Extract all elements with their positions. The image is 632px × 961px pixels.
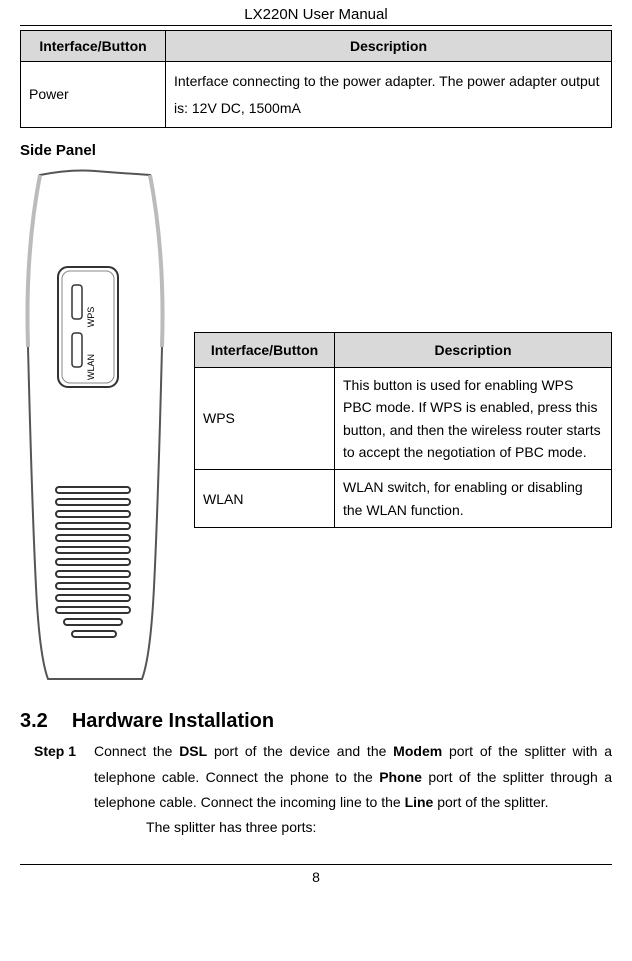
- header-interface: Interface/Button: [195, 332, 335, 367]
- cell-description: WLAN switch, for enabling or disabling t…: [335, 470, 612, 528]
- cell-description: Interface connecting to the power adapte…: [166, 62, 612, 128]
- cell-interface: WLAN: [195, 470, 335, 528]
- device-side-icon: WPS WLAN: [20, 167, 170, 687]
- side-panel-row: WPS WLAN: [20, 167, 612, 692]
- cell-interface: Power: [21, 62, 166, 128]
- step-bold: Modem: [393, 743, 442, 759]
- section-number: 3.2: [20, 710, 48, 732]
- step-text: port of the splitter.: [433, 794, 548, 810]
- section-heading: 3.2 Hardware Installation: [20, 710, 612, 733]
- side-panel-heading: Side Panel: [20, 142, 612, 159]
- cell-description: This button is used for enabling WPS PBC…: [335, 367, 612, 470]
- step-bold: Line: [405, 794, 434, 810]
- page: LX220N User Manual Interface/Button Desc…: [0, 0, 632, 905]
- section-title: Hardware Installation: [72, 710, 274, 732]
- step-bold: Phone: [379, 769, 422, 785]
- step-sub: The splitter has three ports:: [146, 815, 612, 840]
- header-description: Description: [166, 31, 612, 62]
- step-1: Step 1 Connect the DSL port of the devic…: [34, 739, 612, 840]
- step-label: Step 1: [34, 739, 76, 840]
- table-header-row: Interface/Button Description: [195, 332, 612, 367]
- table-row: WPS This button is used for enabling WPS…: [195, 367, 612, 470]
- side-panel-table: Interface/Button Description WPS This bu…: [194, 332, 612, 529]
- step-bold: DSL: [179, 743, 207, 759]
- header-interface: Interface/Button: [21, 31, 166, 62]
- step-body: Connect the DSL port of the device and t…: [94, 739, 612, 840]
- cell-interface: WPS: [195, 367, 335, 470]
- step-text: Connect the: [94, 743, 179, 759]
- table-row: WLAN WLAN switch, for enabling or disabl…: [195, 470, 612, 528]
- page-number: 8: [20, 864, 612, 885]
- step-text: port of the device and the: [207, 743, 393, 759]
- side-panel-image: WPS WLAN: [20, 167, 170, 692]
- doc-title: LX220N User Manual: [20, 6, 612, 26]
- header-description: Description: [335, 332, 612, 367]
- wlan-button-label-icon: WLAN: [86, 354, 96, 380]
- side-panel-table-wrap: Interface/Button Description WPS This bu…: [194, 332, 612, 529]
- wps-button-label-icon: WPS: [86, 307, 96, 328]
- table-row: Power Interface connecting to the power …: [21, 62, 612, 128]
- table-header-row: Interface/Button Description: [21, 31, 612, 62]
- power-table: Interface/Button Description Power Inter…: [20, 30, 612, 128]
